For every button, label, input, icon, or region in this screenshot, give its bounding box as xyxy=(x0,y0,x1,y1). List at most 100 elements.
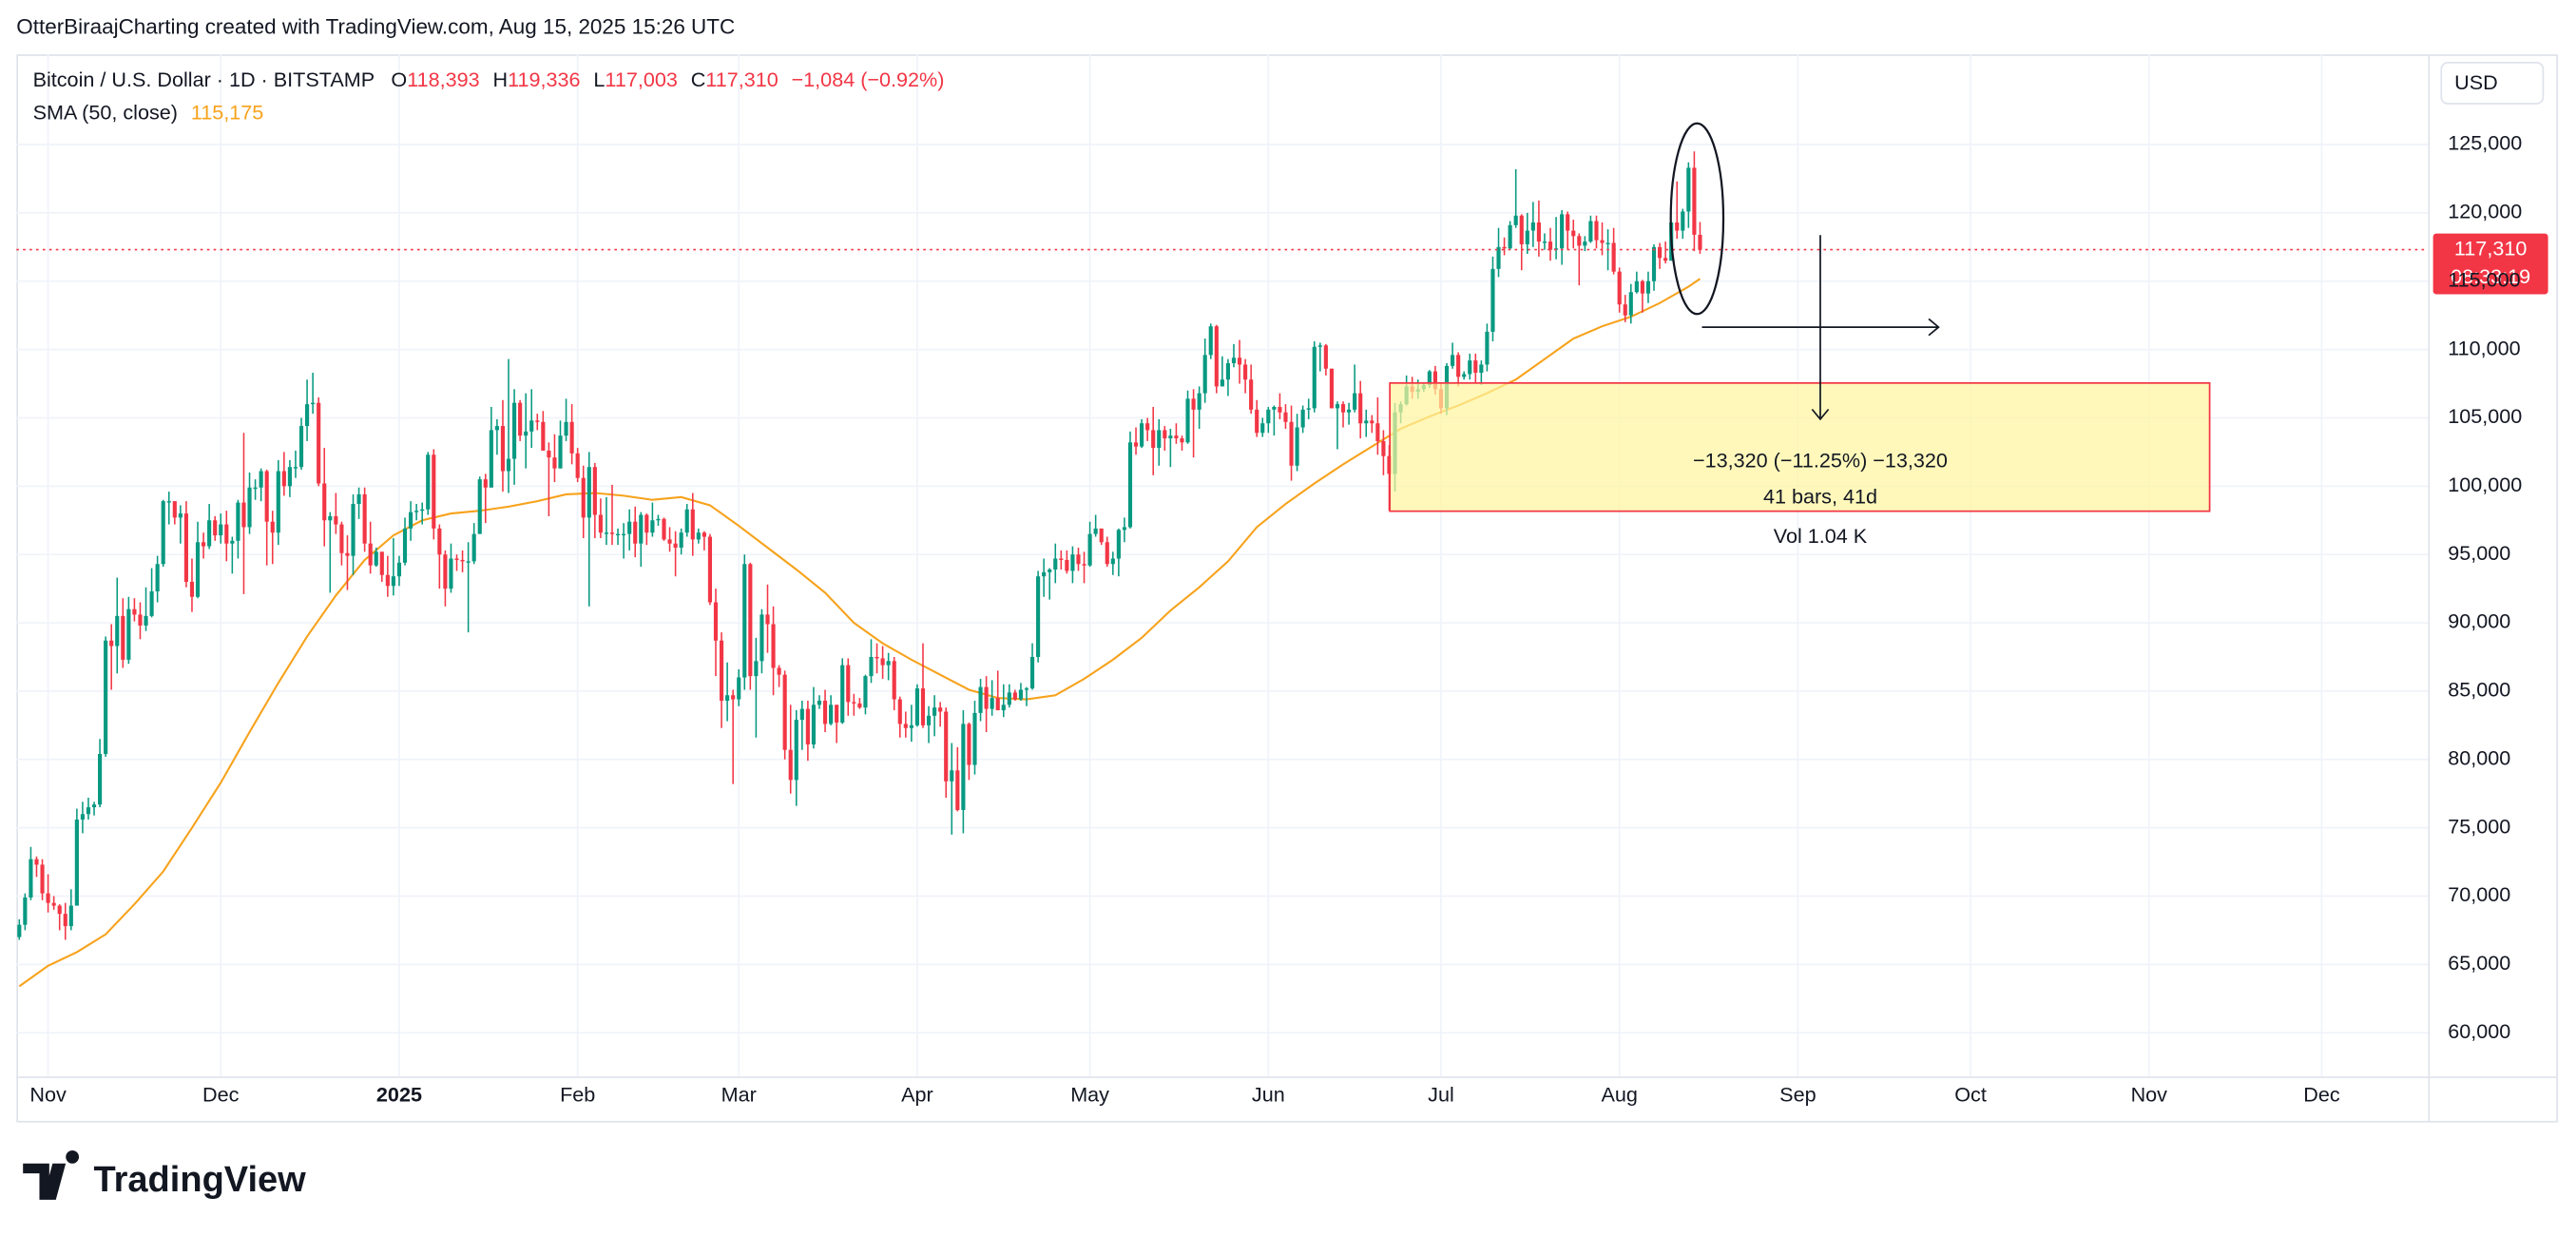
candle-body xyxy=(420,509,425,512)
chart-frame xyxy=(16,54,2558,1123)
candle-body xyxy=(259,471,263,488)
candle-body xyxy=(667,539,672,544)
candle-body xyxy=(1530,222,1535,231)
candle-body xyxy=(1663,258,1668,261)
y-tick-label: 115,000 xyxy=(2448,267,2520,291)
measure-box xyxy=(1389,381,2211,512)
candle-body xyxy=(115,615,120,647)
candle-body xyxy=(1525,230,1529,244)
candle-body xyxy=(138,614,143,626)
candle-body xyxy=(1105,542,1109,565)
legend-key: L xyxy=(593,68,605,91)
candle-body xyxy=(264,471,269,522)
candle-body xyxy=(17,924,22,937)
candle-body xyxy=(524,431,529,436)
candle-body xyxy=(1513,215,1518,225)
candle-body xyxy=(1617,271,1622,305)
candle-body xyxy=(696,532,701,540)
sma-value: 115,175 xyxy=(191,100,263,124)
x-tick-label: Mar xyxy=(721,1083,757,1107)
candle-body xyxy=(1174,435,1179,439)
x-tick-label: Dec xyxy=(2303,1083,2340,1107)
candle-body xyxy=(402,528,408,563)
candle-body xyxy=(46,893,50,903)
candle-body xyxy=(1634,280,1639,293)
candle-body xyxy=(811,705,817,744)
candle-body xyxy=(1548,241,1553,250)
x-tick-label: Nov xyxy=(2131,1083,2168,1107)
candle-body xyxy=(178,513,183,518)
candle-body xyxy=(759,614,764,662)
candle-body xyxy=(955,770,960,810)
candle-body xyxy=(1266,409,1271,424)
candle-body xyxy=(1566,214,1570,231)
candle-body xyxy=(80,814,85,821)
candle-body xyxy=(569,421,574,454)
candle-body xyxy=(477,479,482,534)
candle-body xyxy=(1358,393,1363,424)
candle-body xyxy=(466,561,471,563)
candle-body xyxy=(1300,409,1305,428)
candle-body xyxy=(771,624,776,668)
candle-body xyxy=(183,513,188,582)
currency-button[interactable] xyxy=(2440,61,2545,105)
candle-body xyxy=(604,532,609,534)
candle-body xyxy=(1278,406,1282,413)
y-tick-label: 90,000 xyxy=(2448,609,2510,633)
candle-body xyxy=(494,426,499,431)
candle-body xyxy=(1237,357,1242,365)
candle-body xyxy=(224,524,229,544)
candle-body xyxy=(581,477,586,518)
candle-body xyxy=(731,695,736,700)
candle-body xyxy=(1432,371,1437,390)
y-tick-label: 120,000 xyxy=(2448,200,2522,223)
candle-body xyxy=(63,914,67,927)
candle-body xyxy=(454,558,459,560)
legend-value: 118,393 xyxy=(407,68,479,91)
price-tag-value: 117,310 xyxy=(2454,237,2527,261)
candle-body xyxy=(1110,558,1115,565)
candle-body xyxy=(748,564,753,677)
candle-body xyxy=(385,574,390,587)
candle-body xyxy=(1076,554,1081,565)
measure-arrowhead-h xyxy=(1928,318,1940,337)
candle-body xyxy=(1583,241,1587,246)
candle-body xyxy=(1214,326,1219,387)
candle-body xyxy=(1295,427,1299,466)
candle-body xyxy=(765,614,770,625)
candle-body xyxy=(1594,221,1599,241)
candle-body xyxy=(1623,304,1627,316)
y-tick-label: 125,000 xyxy=(2448,131,2522,155)
currency-label[interactable]: USD xyxy=(2454,70,2498,94)
x-tick-label: Jun xyxy=(1252,1083,1285,1107)
candle-body xyxy=(1197,393,1201,410)
candle-body xyxy=(287,467,292,487)
logo-icon xyxy=(23,1149,80,1200)
candle-body xyxy=(1485,331,1490,365)
candle-body xyxy=(471,533,476,562)
y-tick-label: 60,000 xyxy=(2448,1019,2510,1043)
candle-body xyxy=(1508,224,1512,249)
candle-body xyxy=(1686,167,1691,212)
candle-body xyxy=(339,524,344,553)
candle-body xyxy=(1272,406,1277,410)
candle-body xyxy=(1122,527,1127,531)
candle-body xyxy=(547,450,551,458)
candle-body xyxy=(622,533,626,536)
candle-body xyxy=(684,509,689,533)
candle-body xyxy=(489,430,493,488)
candle-body xyxy=(754,661,759,677)
candle-body xyxy=(426,454,431,510)
candle-body xyxy=(483,479,488,488)
candle-body xyxy=(166,501,171,503)
candle-body xyxy=(1628,292,1633,316)
candle-body xyxy=(1127,442,1133,528)
candle-body xyxy=(1640,280,1644,294)
candle-body xyxy=(247,487,252,528)
measure-bars: 41 bars, 41d xyxy=(1763,485,1877,509)
candle-body xyxy=(535,420,540,422)
candle-body xyxy=(1577,236,1582,246)
candle-body xyxy=(1317,345,1322,347)
candle-body xyxy=(144,615,148,626)
x-tick-label: Oct xyxy=(1954,1083,1987,1107)
